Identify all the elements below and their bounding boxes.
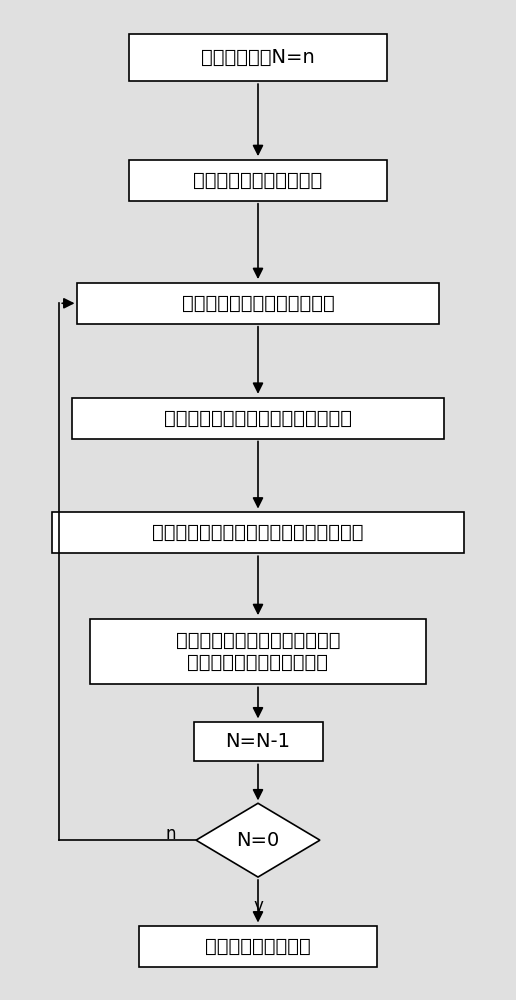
FancyBboxPatch shape (129, 34, 387, 81)
FancyBboxPatch shape (129, 160, 387, 201)
Text: 根据训练样本建立非线性模型: 根据训练样本建立非线性模型 (182, 294, 334, 313)
Text: N=0: N=0 (236, 831, 280, 850)
FancyBboxPatch shape (77, 283, 439, 324)
Text: 计算检验样本主导变量预测值的均方误差: 计算检验样本主导变量预测值的均方误差 (152, 523, 364, 542)
Text: y: y (253, 897, 263, 915)
Text: 确定最佳辅助变量集: 确定最佳辅助变量集 (205, 937, 311, 956)
FancyBboxPatch shape (52, 512, 464, 553)
FancyBboxPatch shape (72, 398, 444, 439)
Text: 删除权值最小的原始辅助变量，
组成新的原始辅助变量序列: 删除权值最小的原始辅助变量， 组成新的原始辅助变量序列 (176, 631, 340, 672)
Text: N=N-1: N=N-1 (225, 732, 291, 751)
FancyBboxPatch shape (194, 722, 322, 761)
FancyBboxPatch shape (139, 926, 377, 967)
Text: n: n (165, 825, 175, 843)
Polygon shape (196, 803, 320, 877)
Text: 得到检验样本对应的主导变量预测值: 得到检验样本对应的主导变量预测值 (164, 409, 352, 428)
FancyBboxPatch shape (90, 619, 426, 684)
Text: 确定训练样本和检验样本: 确定训练样本和检验样本 (194, 171, 322, 190)
Text: 设定循环次数N=n: 设定循环次数N=n (201, 48, 315, 67)
